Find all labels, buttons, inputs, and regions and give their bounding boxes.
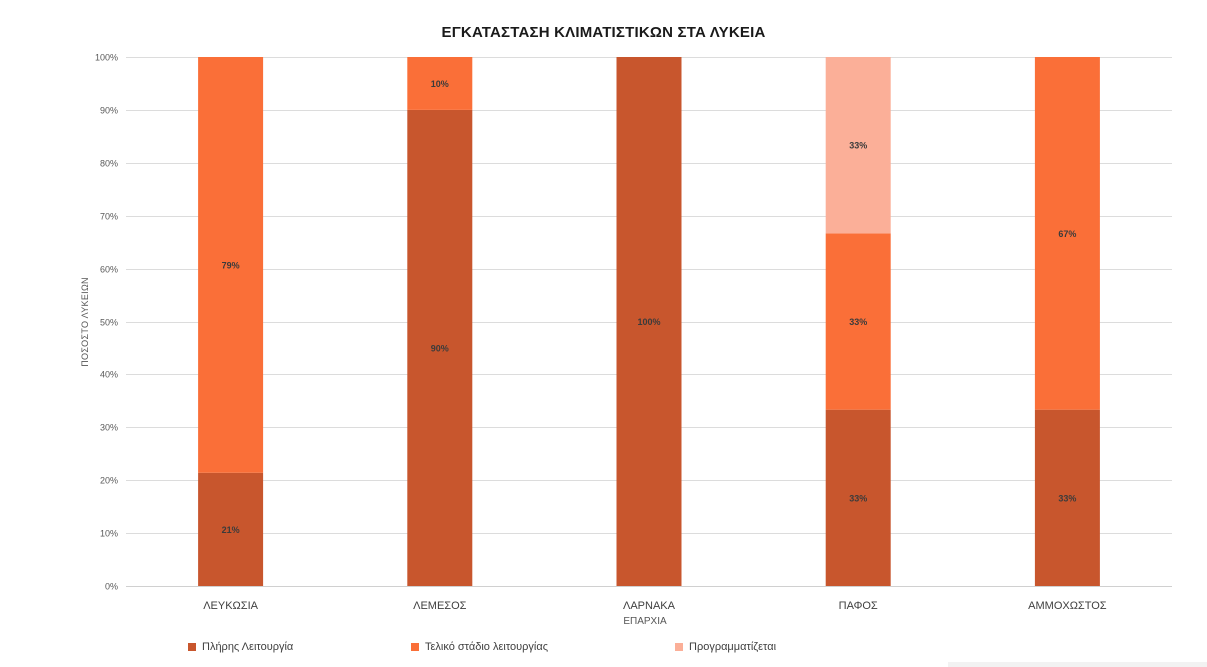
- data-label: 33%: [849, 141, 867, 151]
- y-tick-label: 90%: [100, 106, 118, 116]
- legend-item-full-operation: Πλήρης Λειτουργία: [188, 641, 293, 653]
- footer-strip: [948, 662, 1207, 667]
- legend-item-final-stage: Τελικό στάδιο λειτουργίας: [411, 641, 548, 653]
- bar-segment: [198, 472, 264, 586]
- data-label: 33%: [1058, 493, 1076, 503]
- bar-segment: [198, 57, 264, 473]
- y-tick-label: 40%: [100, 370, 118, 380]
- y-tick-label: 0%: [105, 582, 118, 592]
- x-tick-label: ΑΜΜΟΧΩΣΤΟΣ: [1028, 600, 1107, 612]
- legend-label-final-stage: Τελικό στάδιο λειτουργίας: [425, 641, 549, 653]
- bar-segment: [825, 409, 891, 586]
- bar-segment: [407, 109, 473, 587]
- data-label: 10%: [431, 79, 449, 89]
- legend-label-full-operation: Πλήρης Λειτουργία: [202, 641, 294, 653]
- legend-swatch-final-stage: [411, 643, 419, 651]
- x-tick-label: ΛΕΜΕΣΟΣ: [413, 600, 467, 612]
- data-label: 79%: [222, 260, 240, 270]
- x-axis-title: ΕΠΑΡΧΙΑ: [623, 616, 667, 627]
- y-tick-label: 10%: [100, 529, 118, 539]
- x-tick-label: ΠΑΦΟΣ: [839, 600, 878, 612]
- bar-segment: [825, 233, 891, 410]
- y-tick-label: 50%: [100, 318, 118, 328]
- legend-label-planned: Προγραμματίζεται: [689, 641, 777, 653]
- data-label: 100%: [637, 317, 660, 327]
- legend-item-planned: Προγραμματίζεται: [675, 641, 776, 653]
- x-tick-label: ΛΕΥΚΩΣΙΑ: [203, 600, 258, 612]
- data-label: 21%: [222, 525, 240, 535]
- legend-swatch-planned: [675, 643, 683, 651]
- data-label: 33%: [849, 493, 867, 503]
- y-tick-label: 30%: [100, 423, 118, 433]
- y-tick-label: 80%: [100, 159, 118, 169]
- y-tick-label: 60%: [100, 265, 118, 275]
- data-label: 33%: [849, 317, 867, 327]
- y-tick-label: 20%: [100, 476, 118, 486]
- x-tick-label: ΛΑΡΝΑΚΑ: [623, 600, 676, 612]
- legend-swatch-full-operation: [188, 643, 196, 651]
- bar-segment: [616, 57, 682, 586]
- data-label: 67%: [1058, 229, 1076, 239]
- y-tick-label: 70%: [100, 212, 118, 222]
- data-label: 90%: [431, 343, 449, 353]
- bar-segment: [407, 57, 473, 110]
- y-tick-label: 100%: [95, 53, 118, 63]
- bar-segment: [825, 57, 891, 234]
- bar-segment: [1034, 409, 1100, 586]
- bar-segment: [1034, 57, 1100, 410]
- y-axis-title: ΠΟΣΟΣΤΟ ΛΥΚΕΙΩΝ: [80, 277, 90, 367]
- chart-title: ΕΓΚΑΤΑΣΤΑΣΗ ΚΛΙΜΑΤΙΣΤΙΚΩΝ ΣΤΑ ΛΥΚΕΙΑ: [441, 24, 766, 41]
